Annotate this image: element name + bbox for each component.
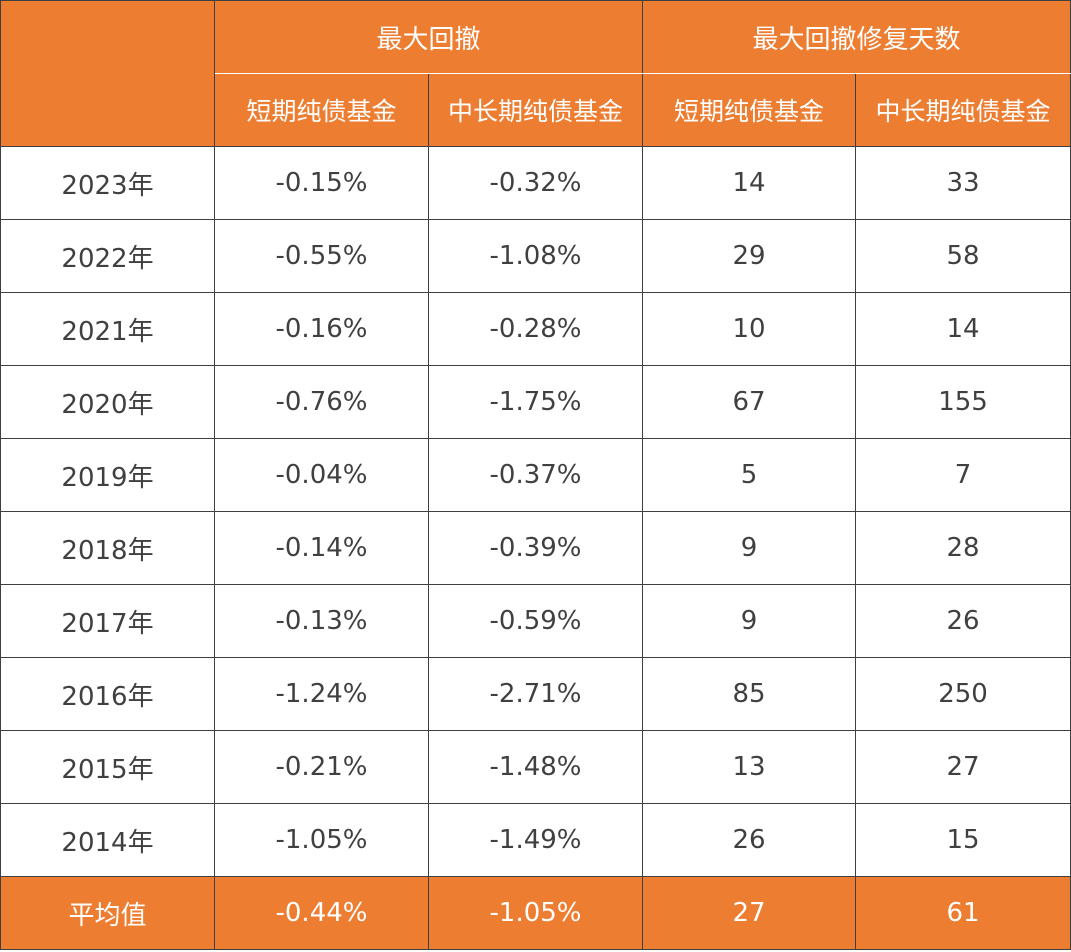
year-cell: 2023年 [0, 146, 215, 220]
short-term-drawdown-cell: -0.55% [214, 219, 429, 293]
year-cell: 平均值 [0, 876, 215, 950]
short-term-recovery-cell: 26 [642, 803, 857, 877]
long-term-drawdown-cell: -1.08% [427, 219, 644, 293]
short-term-recovery-cell: 29 [642, 219, 857, 293]
short-term-drawdown-cell: -0.15% [214, 146, 429, 220]
year-cell: 2017年 [0, 584, 215, 658]
short-term-recovery-cell: 13 [642, 730, 857, 804]
long-term-recovery-cell: 27 [855, 730, 1071, 804]
long-term-drawdown-cell: -0.37% [427, 438, 644, 512]
short-term-recovery-cell: 5 [642, 438, 857, 512]
long-term-drawdown-cell: -0.39% [427, 511, 644, 585]
long-term-drawdown-cell: -0.32% [427, 146, 644, 220]
table-row: 2020年 -0.76% -1.75% 67 155 [0, 365, 1071, 439]
header-row-fund-types: 短期纯债基金 中长期纯债基金 短期纯债基金 中长期纯债基金 [1, 73, 1071, 147]
long-term-drawdown-cell: -0.28% [427, 292, 644, 366]
header-medium-long-term-fund: 中长期纯债基金 [427, 73, 644, 147]
long-term-drawdown-cell: -0.59% [427, 584, 644, 658]
short-term-drawdown-cell: -0.44% [214, 876, 429, 950]
year-cell: 2022年 [0, 219, 215, 293]
short-term-drawdown-cell: -0.13% [214, 584, 429, 658]
long-term-drawdown-cell: -1.49% [427, 803, 644, 877]
short-term-recovery-cell: 14 [642, 146, 857, 220]
table-row: 2017年 -0.13% -0.59% 9 26 [0, 584, 1071, 658]
short-term-drawdown-cell: -0.04% [214, 438, 429, 512]
long-term-recovery-cell: 15 [855, 803, 1071, 877]
short-term-recovery-cell: 9 [642, 511, 857, 585]
short-term-drawdown-cell: -1.05% [214, 803, 429, 877]
table-row: 2016年 -1.24% -2.71% 85 250 [0, 657, 1071, 731]
short-term-recovery-cell: 85 [642, 657, 857, 731]
year-cell: 2015年 [0, 730, 215, 804]
short-term-drawdown-cell: -0.76% [214, 365, 429, 439]
header-corner-cell [0, 0, 215, 147]
short-term-drawdown-cell: -0.14% [214, 511, 429, 585]
long-term-recovery-cell: 250 [855, 657, 1071, 731]
table-row: 2015年 -0.21% -1.48% 13 27 [0, 730, 1071, 804]
table-row: 2023年 -0.15% -0.32% 14 33 [0, 146, 1071, 220]
long-term-recovery-cell: 28 [855, 511, 1071, 585]
year-cell: 2016年 [0, 657, 215, 731]
long-term-drawdown-cell: -1.75% [427, 365, 644, 439]
long-term-recovery-cell: 26 [855, 584, 1071, 658]
short-term-recovery-cell: 10 [642, 292, 857, 366]
long-term-drawdown-cell: -2.71% [427, 657, 644, 731]
table-row: 2019年 -0.04% -0.37% 5 7 [0, 438, 1071, 512]
long-term-recovery-cell: 155 [855, 365, 1071, 439]
long-term-recovery-cell: 58 [855, 219, 1071, 293]
year-cell: 2021年 [0, 292, 215, 366]
short-term-drawdown-cell: -0.21% [214, 730, 429, 804]
year-cell: 2019年 [0, 438, 215, 512]
long-term-recovery-cell: 14 [855, 292, 1071, 366]
short-term-drawdown-cell: -1.24% [214, 657, 429, 731]
header-group-max-drawdown: 最大回撤 [213, 0, 644, 74]
year-cell: 2020年 [0, 365, 215, 439]
year-cell: 2014年 [0, 803, 215, 877]
short-term-drawdown-cell: -0.16% [214, 292, 429, 366]
header-medium-long-term-fund: 中长期纯债基金 [855, 73, 1071, 147]
header-short-term-fund: 短期纯债基金 [642, 73, 857, 147]
header-short-term-fund: 短期纯债基金 [214, 73, 429, 147]
header-group-recovery-days: 最大回撤修复天数 [642, 0, 1071, 74]
year-cell: 2018年 [0, 511, 215, 585]
table-row: 2022年 -0.55% -1.08% 29 58 [0, 219, 1071, 293]
long-term-drawdown-cell: -1.05% [427, 876, 644, 950]
table-row: 2021年 -0.16% -0.28% 10 14 [0, 292, 1071, 366]
table-row: 2018年 -0.14% -0.39% 9 28 [0, 511, 1071, 585]
table-row: 2014年 -1.05% -1.49% 26 15 [0, 803, 1071, 877]
long-term-recovery-cell: 61 [855, 876, 1071, 950]
header-row-groups: 最大回撤 最大回撤修复天数 [0, 0, 1071, 147]
short-term-recovery-cell: 67 [642, 365, 857, 439]
table-body: 2023年 -0.15% -0.32% 14 33 2022年 -0.55% -1.08% 29… [0, 146, 1071, 950]
short-term-recovery-cell: 9 [642, 584, 857, 658]
average-row: 平均值 -0.44% -1.05% 27 61 [0, 876, 1071, 950]
long-term-recovery-cell: 33 [855, 146, 1071, 220]
short-term-recovery-cell: 27 [642, 876, 857, 950]
long-term-recovery-cell: 7 [855, 438, 1071, 512]
long-term-drawdown-cell: -1.48% [427, 730, 644, 804]
